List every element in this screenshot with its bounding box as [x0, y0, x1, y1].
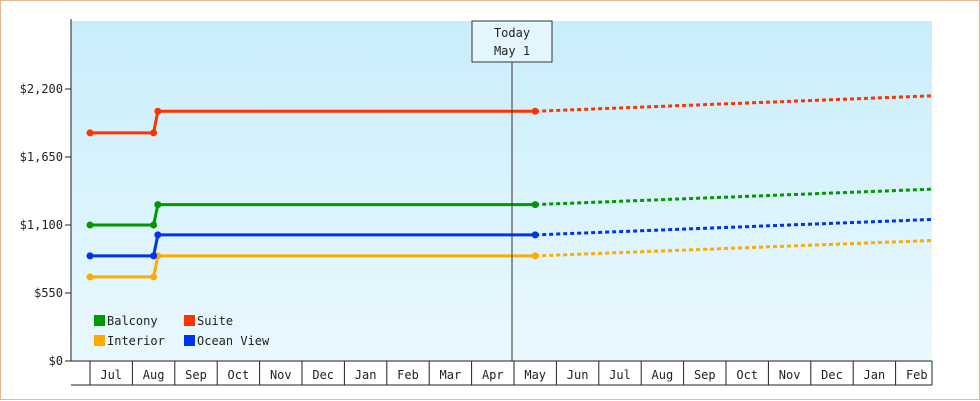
x-tick-label: Feb [397, 368, 419, 382]
series-point [86, 252, 94, 260]
x-tick-label: Apr [482, 368, 504, 382]
series-point [86, 273, 94, 281]
x-tick-label: Nov [270, 368, 292, 382]
x-tick-label: Dec [821, 368, 843, 382]
series-point [150, 129, 158, 137]
x-tick-label: May [524, 368, 546, 382]
series-line-history [90, 233, 536, 258]
series-line-history [90, 254, 536, 279]
series-line-forecast [535, 238, 933, 258]
x-tick-label: Jul [100, 368, 122, 382]
series-point [150, 252, 158, 260]
x-tick-label: Dec [312, 368, 334, 382]
x-tick-label: Jun [567, 368, 589, 382]
x-tick-label: Mar [440, 368, 462, 382]
series-point [86, 129, 94, 137]
x-tick-label: Nov [779, 368, 801, 382]
today-label-line1: Today [494, 26, 530, 40]
series-point [86, 221, 94, 229]
x-tick-label: Jan [355, 368, 377, 382]
y-tick-label: $1,100 [20, 218, 63, 232]
legend-label: Balcony [107, 314, 158, 328]
x-tick-label: Feb [906, 368, 928, 382]
legend-swatch [184, 335, 195, 346]
x-tick-label: Jul [609, 368, 631, 382]
x-tick-label: Jan [864, 368, 886, 382]
series-point [150, 273, 158, 281]
today-label-line2: May 1 [494, 44, 530, 58]
legend-label: Interior [107, 334, 165, 348]
x-tick-label: Oct [736, 368, 758, 382]
series-line-forecast [535, 94, 933, 113]
y-tick-label: $1,650 [20, 150, 63, 164]
series-point [154, 107, 162, 115]
series-point [531, 107, 539, 115]
today-label: Today May 1 [471, 20, 553, 63]
series-point [154, 231, 162, 239]
y-tick-label: $550 [34, 286, 63, 300]
series-point [154, 201, 162, 209]
series-line-history [90, 109, 536, 135]
x-tick-label: Sep [694, 368, 716, 382]
legend-swatch [94, 335, 105, 346]
series-point [531, 231, 539, 239]
series-line-forecast [535, 217, 933, 237]
y-tick-label: $0 [49, 354, 63, 368]
x-tick-label: Sep [185, 368, 207, 382]
series-point [531, 252, 539, 260]
series-line-history [90, 203, 536, 227]
plot-area [71, 21, 932, 361]
y-tick-label: $2,200 [20, 82, 63, 96]
series-point [150, 221, 158, 229]
series-line-forecast [535, 187, 933, 207]
x-tick-label: Oct [228, 368, 250, 382]
today-label-box [471, 20, 553, 63]
legend-label: Ocean View [197, 334, 270, 348]
legend-label: Suite [197, 314, 233, 328]
legend-swatch [184, 315, 195, 326]
legend-swatch [94, 315, 105, 326]
x-tick-label: Aug [652, 368, 674, 382]
x-tick-label: Aug [143, 368, 165, 382]
series-point [531, 201, 539, 209]
